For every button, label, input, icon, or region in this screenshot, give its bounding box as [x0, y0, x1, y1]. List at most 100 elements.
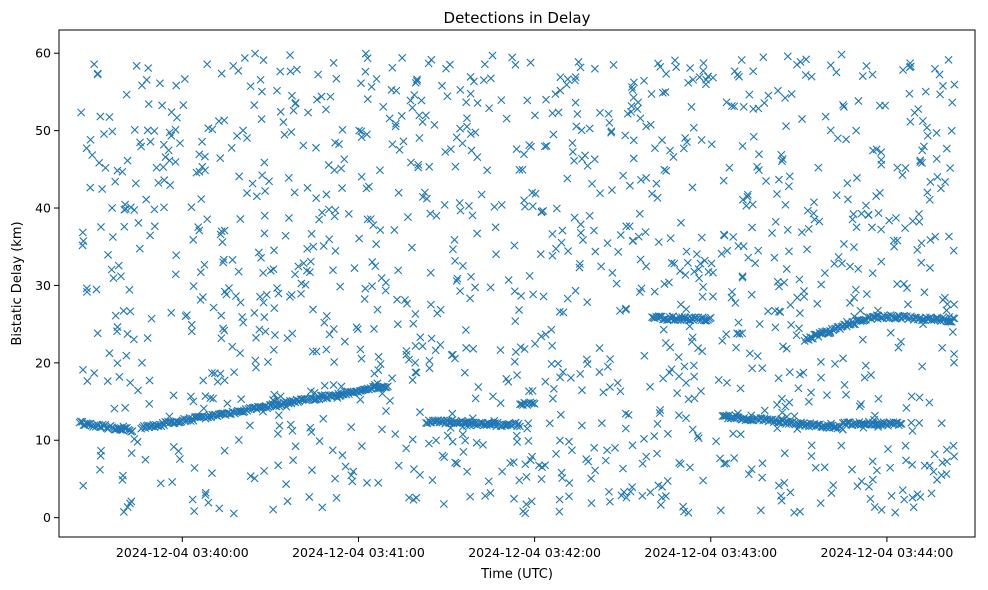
detection-point — [744, 253, 753, 262]
detection-point — [648, 189, 657, 198]
detection-point — [526, 58, 535, 67]
detection-point — [169, 391, 178, 400]
detection-point — [917, 316, 926, 325]
detection-point — [352, 323, 361, 332]
detection-point — [502, 114, 511, 123]
detection-point — [609, 60, 618, 69]
detection-point — [492, 250, 501, 259]
detection-point — [716, 454, 724, 463]
detection-point — [122, 90, 131, 99]
detection-point — [613, 378, 622, 387]
detection-point — [786, 488, 795, 497]
detection-point — [340, 337, 349, 346]
detection-point — [309, 242, 318, 251]
detection-point — [696, 387, 705, 396]
detection-point — [95, 465, 104, 474]
detection-point — [306, 387, 315, 396]
detection-point — [917, 158, 926, 167]
detection-point — [113, 166, 122, 175]
detection-point — [234, 435, 243, 444]
detection-point — [453, 274, 462, 283]
detection-point — [556, 73, 565, 82]
detection-point — [622, 493, 631, 502]
detection-point — [228, 342, 237, 351]
detection-point — [236, 349, 245, 358]
detection-point — [207, 469, 216, 478]
detection-point — [578, 154, 586, 163]
detection-point — [552, 449, 561, 458]
detection-point — [430, 120, 439, 129]
detection-point — [175, 455, 184, 463]
detection-point — [488, 51, 497, 60]
detection-point — [86, 183, 95, 192]
detection-point — [595, 368, 604, 377]
detection-point — [854, 264, 863, 273]
detection-point — [399, 137, 408, 146]
detection-point — [381, 278, 390, 287]
detection-point — [689, 361, 698, 370]
detection-point — [764, 307, 773, 316]
detection-point — [915, 393, 924, 402]
detection-point — [621, 304, 630, 313]
detection-point — [747, 290, 756, 299]
detection-point — [556, 410, 565, 419]
detection-point — [357, 133, 366, 142]
detection-point — [231, 292, 240, 301]
detection-point — [376, 226, 385, 235]
detection-point — [147, 314, 156, 323]
detection-point — [260, 466, 269, 475]
detection-point — [510, 494, 518, 503]
detection-point — [355, 234, 364, 243]
detection-point — [186, 392, 195, 401]
detection-point — [681, 133, 690, 142]
detection-point — [388, 63, 397, 72]
detection-point — [683, 258, 692, 267]
detection-point — [576, 228, 585, 237]
detection-point — [305, 492, 314, 501]
detection-point — [640, 351, 649, 360]
detection-point — [707, 140, 716, 149]
detection-point — [252, 363, 261, 372]
detection-point — [877, 160, 886, 169]
detection-point — [77, 108, 86, 117]
detection-point — [950, 314, 959, 323]
detection-point — [376, 360, 385, 369]
detection-point — [652, 179, 661, 188]
detection-point — [699, 59, 708, 68]
detection-point — [498, 467, 507, 476]
detection-point — [332, 493, 341, 502]
detection-point — [424, 59, 433, 68]
detection-point — [937, 419, 946, 428]
detection-point — [890, 242, 899, 251]
detection-point — [583, 161, 592, 170]
detection-point — [356, 345, 365, 354]
detection-point — [416, 333, 425, 342]
y-tick-label: 10 — [35, 433, 51, 448]
detection-point — [942, 445, 951, 454]
detection-point — [159, 140, 168, 149]
detection-point — [456, 85, 465, 94]
detection-point — [530, 111, 539, 120]
detection-point — [697, 136, 706, 144]
detection-point — [730, 453, 739, 462]
detection-point — [839, 102, 848, 111]
detection-point — [687, 102, 696, 111]
detection-point — [802, 55, 811, 64]
detection-point — [537, 475, 546, 484]
detection-point — [606, 355, 615, 364]
y-axis: 0 10 20 30 40 50 60 — [35, 46, 59, 525]
detection-point — [319, 414, 328, 423]
detection-point — [646, 382, 655, 391]
detection-point — [800, 292, 809, 301]
detection-point — [874, 394, 883, 403]
detection-point — [439, 500, 448, 508]
detection-point — [383, 382, 392, 391]
detection-point — [787, 89, 796, 98]
detection-point — [88, 151, 97, 160]
detection-point — [672, 63, 681, 72]
detection-point — [269, 505, 278, 514]
detection-point — [855, 402, 864, 411]
detection-point — [201, 488, 210, 497]
detection-point — [832, 191, 841, 200]
detection-point — [917, 239, 926, 248]
